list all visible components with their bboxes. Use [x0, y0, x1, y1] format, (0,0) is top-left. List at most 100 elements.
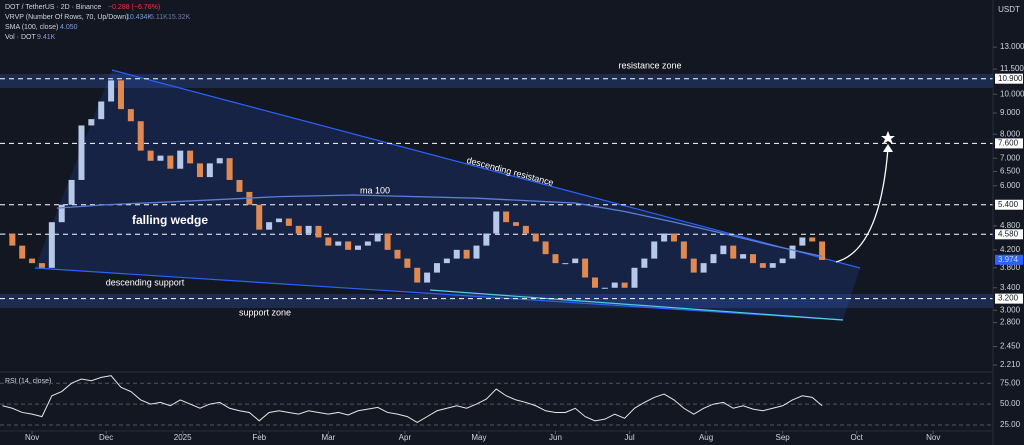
x-tick-label: Aug [699, 433, 713, 442]
candle [58, 204, 65, 223]
rsi-line [2, 375, 823, 424]
candle [68, 179, 75, 205]
y-tick-label: 13.000 [1000, 42, 1024, 51]
candle [799, 237, 806, 246]
support-line [34, 267, 844, 321]
level-label: 3.200 [998, 294, 1019, 303]
level-label: 4.580 [998, 229, 1019, 238]
candle [364, 241, 371, 246]
rsi-tick-label: 50.00 [1000, 399, 1021, 408]
arrow [835, 147, 889, 263]
candle [641, 258, 648, 268]
indicator-value: 5.11K [150, 14, 168, 21]
rsi-tick-label: 25.00 [1000, 420, 1021, 429]
resistance-line [111, 69, 861, 269]
arrow-head [883, 144, 893, 152]
candle [611, 282, 618, 288]
candle [591, 277, 598, 288]
candle [503, 211, 510, 223]
x-tick-label: Jul [624, 433, 634, 442]
resistance-zone [0, 74, 993, 88]
candle [710, 254, 717, 264]
symbol: DOT / TetherUS · 2D · Binance [5, 4, 101, 11]
x-tick-label: Mar [321, 433, 335, 442]
y-tick-label: 3.400 [1000, 283, 1021, 292]
candle [108, 80, 115, 102]
annotation: resistance zone [618, 60, 681, 70]
candle [335, 241, 342, 246]
candle [216, 158, 223, 164]
indicator-value: 4.050 [60, 24, 78, 31]
level-box [995, 73, 1023, 84]
y-tick-label: 4.200 [1000, 245, 1021, 254]
support-zone [0, 294, 993, 308]
level-box [995, 229, 1023, 240]
candle [552, 254, 559, 264]
y-tick-label: 6.000 [1000, 181, 1021, 190]
candle [473, 245, 480, 259]
candle [512, 222, 519, 226]
x-tick-label: May [471, 433, 486, 442]
candle [690, 258, 697, 273]
candle [275, 218, 282, 223]
candle [285, 218, 292, 226]
annotation: descending support [106, 277, 185, 287]
x-tick-label: Dec [99, 433, 113, 442]
candle [137, 121, 144, 151]
candle [819, 241, 826, 260]
candle [19, 245, 26, 259]
candle [325, 237, 332, 246]
y-tick-label: 2.450 [1000, 342, 1021, 351]
x-tick-label: Nov [25, 433, 39, 442]
candle [522, 225, 529, 234]
candle [29, 258, 36, 264]
candle [374, 233, 381, 242]
candle [720, 245, 727, 255]
support-line-2 [429, 289, 844, 321]
candle [582, 258, 589, 278]
candle [759, 263, 766, 268]
indicator-value: 15.32K [168, 14, 191, 21]
candle [354, 245, 361, 250]
x-tick-label: Sep [776, 433, 791, 442]
candle [394, 249, 401, 259]
candle [147, 150, 154, 161]
candle [384, 233, 391, 250]
candle [730, 245, 737, 259]
x-tick-label: 2025 [174, 433, 192, 442]
x-tick-label: Feb [252, 433, 266, 442]
y-tick-label: 3.000 [1000, 305, 1021, 314]
annotation: falling wedge [132, 213, 208, 227]
level-box [995, 138, 1023, 149]
candle [117, 80, 124, 110]
candle [740, 254, 747, 259]
candle [167, 155, 174, 169]
indicator: SMA (100, close) [5, 24, 58, 31]
y-tick-label: 2.210 [1000, 360, 1021, 369]
candle [226, 158, 233, 180]
y-tick-label: 10.000 [1000, 89, 1024, 98]
unit: USDT [998, 5, 1020, 14]
candle [621, 282, 628, 288]
candle [433, 263, 440, 273]
candle [295, 225, 302, 234]
candle [266, 222, 273, 230]
candle [670, 233, 677, 242]
candle [78, 125, 85, 180]
change: −0.288 (−6.76%) [108, 4, 160, 11]
candle [177, 150, 184, 169]
y-tick-label: 4.800 [1000, 221, 1021, 230]
indicator-value: 9.41K [37, 34, 56, 41]
candle [779, 258, 786, 264]
candle [661, 233, 668, 242]
y-tick-label: 3.800 [1000, 263, 1021, 272]
level-label: 10.900 [998, 74, 1023, 83]
y-tick-label: 11.500 [1000, 64, 1024, 73]
candle [680, 241, 687, 259]
candle [424, 272, 431, 283]
candle [38, 263, 45, 268]
candle [88, 119, 95, 126]
candle [562, 263, 569, 265]
rsi-tick-label: 75.00 [1000, 378, 1021, 387]
